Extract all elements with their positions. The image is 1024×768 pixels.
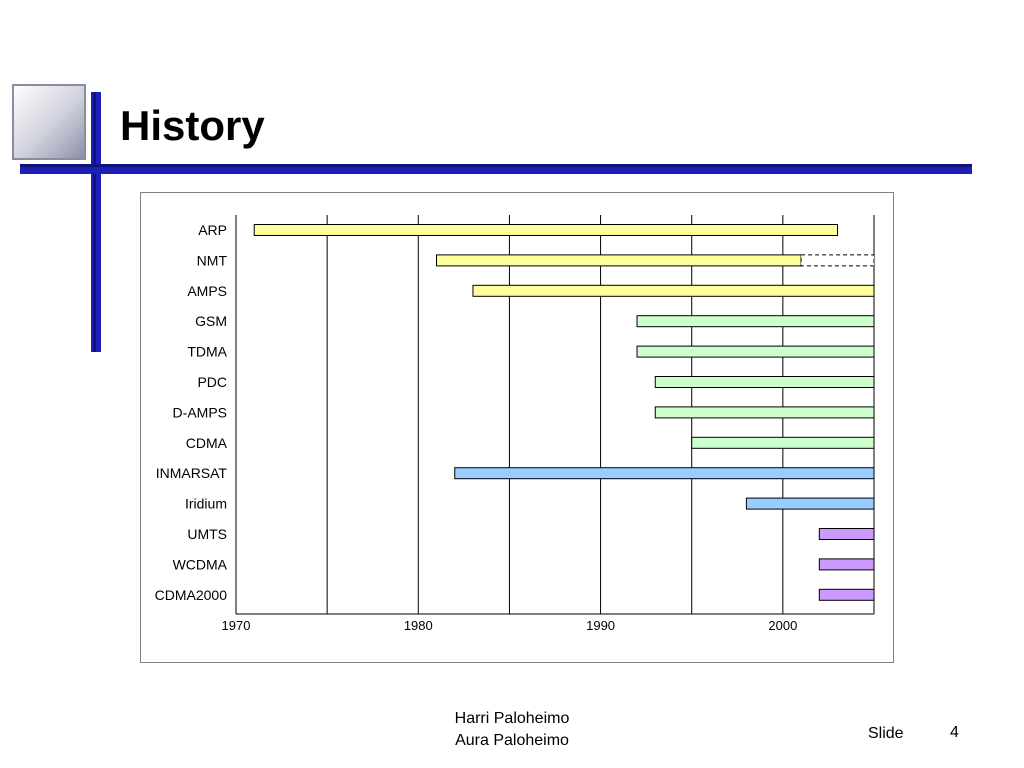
category-label-nmt: NMT (197, 252, 228, 268)
footer-slide-number: 4 (950, 724, 959, 741)
bar-pdc (654, 376, 875, 388)
page-title: History (120, 102, 265, 149)
footer-slide-label: Slide (868, 725, 904, 742)
history-timeline-chart: 1970 1980 1990 2000 ARP NMT AMPS GSM TDMA PDC D-AM… (140, 192, 894, 663)
x-tick-label-1990: 1990 (586, 618, 615, 633)
bar-arp (253, 224, 839, 236)
bar-d-amps (654, 406, 875, 419)
decorative-horizontal-bar (20, 164, 972, 174)
bar-umts (818, 528, 875, 540)
category-label-tdma: TDMA (187, 344, 227, 360)
footer-authors: Harri Paloheimo Aura Paloheimo (412, 708, 612, 752)
x-tick-label-2000: 2000 (768, 618, 797, 633)
x-tick-label-1980: 1980 (404, 618, 433, 633)
decorative-vertical-bar (91, 92, 101, 352)
x-tick-label-1970: 1970 (222, 618, 251, 633)
category-label-umts: UMTS (187, 526, 227, 542)
category-label-cdma: CDMA (186, 435, 228, 451)
bar-nmt (436, 254, 802, 267)
footer-author-line-2: Aura Paloheimo (455, 732, 569, 749)
bar-extension-nmt (800, 254, 875, 267)
bar-cdma (691, 436, 875, 449)
footer-author-line-1: Harri Paloheimo (454, 710, 570, 727)
timeline-chart-svg: 1970 1980 1990 2000 ARP NMT AMPS GSM TDMA PDC D-AM… (155, 215, 875, 633)
bar-inmarsat (454, 467, 875, 480)
bar-wcdma (818, 558, 875, 571)
category-label-gsm: GSM (195, 313, 227, 329)
bar-amps (472, 284, 875, 297)
category-label-amps: AMPS (187, 283, 227, 299)
category-label-inmarsat: INMARSAT (156, 465, 228, 481)
bar-iridium (745, 497, 875, 510)
bar-cdma2000 (818, 588, 875, 601)
category-label-pdc: PDC (197, 374, 227, 390)
category-label-arp: ARP (198, 222, 227, 238)
category-label-wcdma: WCDMA (173, 556, 228, 572)
category-label-iridium: Iridium (185, 496, 227, 512)
bar-tdma (636, 345, 875, 358)
bar-gsm (636, 315, 875, 328)
category-label-cdma2000: CDMA2000 (155, 587, 228, 603)
category-label-d-amps: D-AMPS (173, 404, 227, 420)
decorative-gradient-square (12, 84, 86, 160)
